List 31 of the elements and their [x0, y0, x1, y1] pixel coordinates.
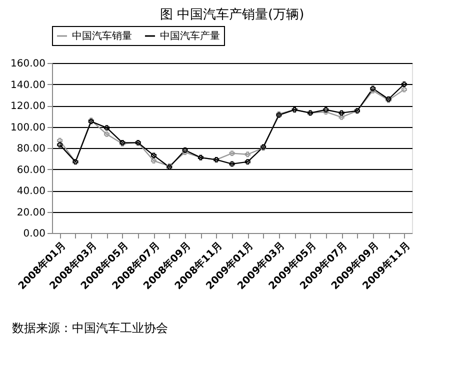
point: [401, 82, 407, 87]
y-tick-label: 40.00: [16, 186, 46, 197]
point: [323, 109, 329, 115]
point: [182, 147, 188, 153]
point: [244, 152, 250, 158]
point: [151, 158, 156, 164]
y-tick-label: 160.00: [10, 58, 46, 70]
point: [229, 161, 235, 167]
point: [57, 142, 63, 148]
y-tick-label: 100.00: [10, 122, 46, 134]
y-tick-label: 60.00: [16, 164, 46, 176]
point: [182, 150, 188, 155]
point: [338, 114, 344, 120]
y-tick-label: 0.00: [23, 228, 46, 240]
point: [323, 107, 329, 112]
chart-title: 图 中国汽车产销量(万辆): [160, 8, 304, 22]
legend-label: 中国汽车销量: [72, 30, 132, 42]
point: [401, 86, 407, 92]
point: [229, 150, 235, 156]
point: [57, 138, 63, 144]
legend-label: 中国汽车产量: [160, 30, 220, 42]
y-tick-label: 120.00: [10, 101, 46, 112]
source-note: 数据来源：中国汽车工业协会: [12, 321, 168, 335]
y-tick-label: 140.00: [10, 80, 46, 91]
y-tick-label: 20.00: [16, 207, 46, 218]
point: [151, 152, 156, 158]
point: [244, 159, 250, 165]
y-tick-label: 80.00: [16, 144, 46, 154]
point: [338, 110, 344, 116]
point: [104, 125, 110, 131]
point: [104, 131, 110, 137]
